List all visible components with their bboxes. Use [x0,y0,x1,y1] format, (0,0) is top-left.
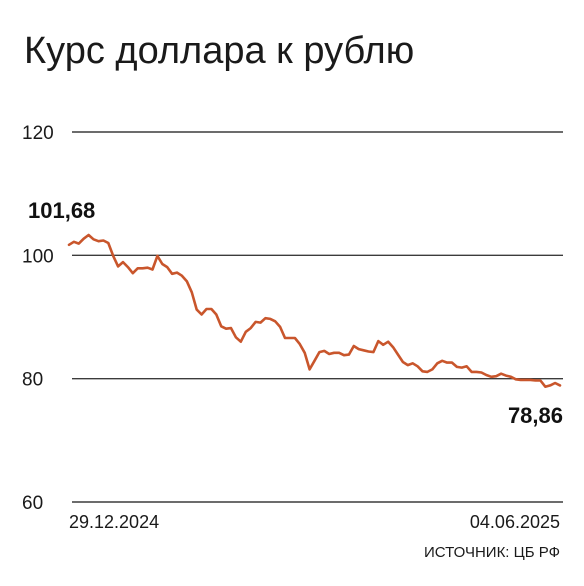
gridlines [72,131,563,503]
source-note: ИСТОЧНИК: ЦБ РФ [424,544,560,561]
start-value-label: 101,68 [28,198,95,223]
y-tick-label-80: 80 [22,370,43,391]
y-axis-ticks: 60 80 100 120 [22,123,54,514]
y-tick-label-100: 100 [22,246,54,267]
x-axis-end-date: 04.06.2025 [470,512,560,532]
y-tick-label-120: 120 [22,123,54,144]
chart-title: Курс доллара к рублю [24,30,414,72]
exchange-rate-line [67,233,562,388]
x-axis-start-date: 29.12.2024 [69,512,159,532]
end-value-label: 78,86 [508,403,563,428]
y-tick-label-60: 60 [22,493,43,514]
